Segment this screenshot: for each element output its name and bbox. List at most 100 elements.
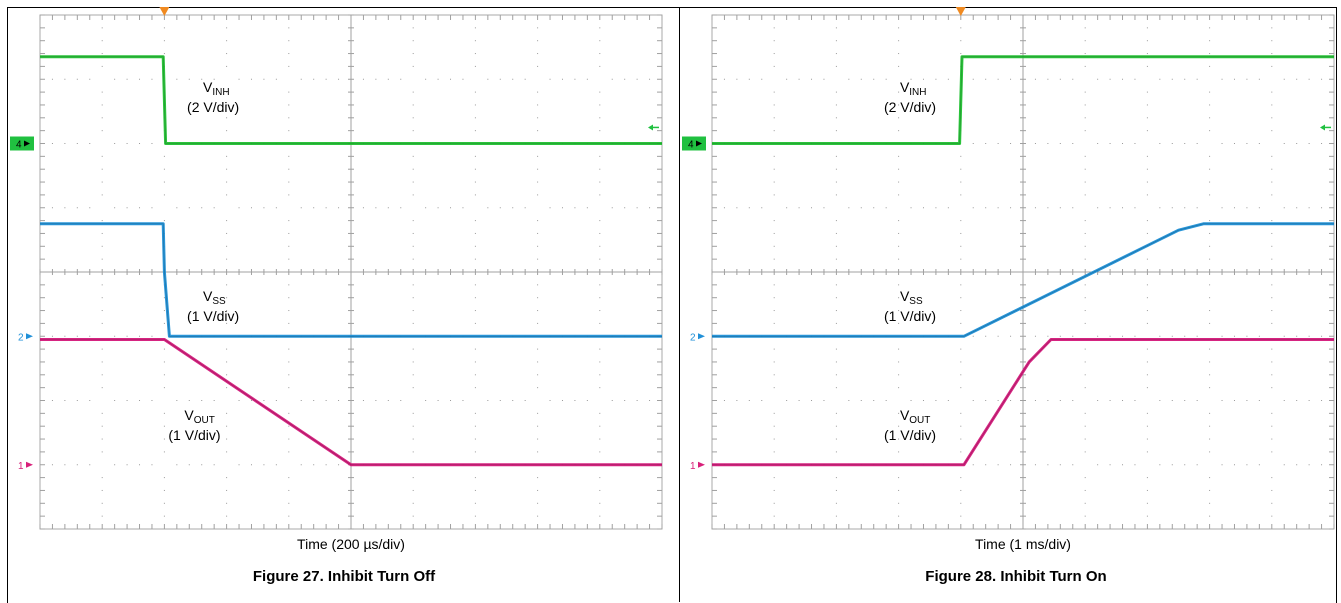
grid-dot <box>114 464 116 466</box>
grid-dot <box>226 310 228 312</box>
grid-dot <box>101 374 103 376</box>
grid-dot <box>599 438 601 440</box>
grid-dot <box>1072 143 1074 144</box>
grid-dot <box>226 245 228 247</box>
grid-dot <box>960 374 962 376</box>
grid-dot <box>1271 130 1273 132</box>
caption-figure-27: Figure 27. Inhibit Turn Off <box>252 568 436 585</box>
grid-dot <box>574 78 576 80</box>
grid-dot <box>338 464 340 466</box>
grid-dot <box>1221 143 1223 144</box>
grid-dot <box>1184 207 1186 209</box>
trigger-marker-icon <box>955 7 966 16</box>
grid-dot <box>898 40 900 42</box>
grid-dot <box>300 207 302 209</box>
grid-dot <box>599 40 601 42</box>
grid-dot <box>1209 477 1211 479</box>
grid-dot <box>1146 387 1148 389</box>
grid-dot <box>898 53 900 55</box>
grid-dot <box>537 489 539 491</box>
grid-dot <box>1233 335 1235 337</box>
grid-dot <box>437 78 439 80</box>
grid-dot <box>474 258 476 260</box>
grid-dot <box>1209 40 1211 42</box>
grid-dot <box>425 207 427 209</box>
grid-dot <box>835 65 837 67</box>
grid-dot <box>898 515 900 517</box>
grid-dot <box>773 451 775 453</box>
grid-dot <box>412 348 414 350</box>
grid-dot <box>226 438 228 440</box>
grid-dot <box>1209 65 1211 67</box>
grid-dot <box>1308 335 1310 337</box>
grid-dot <box>1233 464 1235 466</box>
grid-dot <box>400 400 402 401</box>
grid-dot <box>226 53 228 55</box>
grid-dot <box>537 297 539 299</box>
grid-dot <box>250 78 252 80</box>
grid-dot <box>1034 464 1036 466</box>
grid-dot <box>101 104 103 106</box>
grid-dot <box>835 104 837 106</box>
grid-dot <box>499 400 501 401</box>
grid-dot <box>1146 65 1148 67</box>
grid-dot <box>51 143 53 144</box>
grid-dot <box>1258 143 1260 144</box>
grid-dot <box>599 104 601 106</box>
grid-dot <box>1134 335 1136 337</box>
grid-dot <box>985 78 987 80</box>
grid-dot <box>898 258 900 260</box>
grid-dot <box>474 425 476 427</box>
grid-dot <box>1271 361 1273 363</box>
grid-dot <box>412 489 414 491</box>
grid-dot <box>1097 78 1099 80</box>
grid-dot <box>960 258 962 260</box>
grid-dot <box>474 104 476 106</box>
grid-dot <box>773 374 775 376</box>
grid-dot <box>1122 78 1124 80</box>
grid-dot <box>450 400 452 401</box>
grid-dot <box>101 438 103 440</box>
grid-dot <box>1034 143 1036 144</box>
grid-dot <box>226 322 228 324</box>
grid-dot <box>1159 400 1161 401</box>
grid-dot <box>226 181 228 183</box>
grid-dot <box>1146 194 1148 196</box>
grid-dot <box>1321 400 1323 401</box>
grid-dot <box>412 297 414 299</box>
grid-dot <box>1296 464 1298 466</box>
grid-dot <box>1184 78 1186 80</box>
grid-dot <box>773 194 775 196</box>
grid-dot <box>101 348 103 350</box>
grid-dot <box>163 181 165 183</box>
grid-dot <box>524 207 526 209</box>
channel-marker-label: 4 <box>688 140 694 151</box>
grid-dot <box>773 489 775 491</box>
grid-dot <box>201 400 203 401</box>
grid-dot <box>474 53 476 55</box>
grid-dot <box>226 489 228 491</box>
grid-dot <box>599 284 601 286</box>
grid-dot <box>300 400 302 401</box>
grid-dot <box>163 40 165 42</box>
grid-dot <box>1059 464 1061 466</box>
grid-dot <box>1209 374 1211 376</box>
trace-label-main: V <box>900 407 910 423</box>
grid-dot <box>835 53 837 55</box>
grid-dot <box>773 232 775 234</box>
grid-dot <box>823 78 825 80</box>
grid-dot <box>773 477 775 479</box>
grid-dot <box>288 297 290 299</box>
channel-marker-label: 1 <box>690 461 696 472</box>
grid-dot <box>1271 322 1273 324</box>
grid-dot <box>1171 464 1173 466</box>
grid-dot <box>226 502 228 504</box>
grid-dot <box>798 78 800 80</box>
grid-dot <box>226 155 228 157</box>
trace-vss <box>712 222 1334 338</box>
grid-dot <box>798 207 800 209</box>
grid-dot <box>835 155 837 157</box>
grid-dot <box>1072 400 1074 401</box>
grid-dot <box>624 78 626 80</box>
grid-dot <box>76 78 78 80</box>
